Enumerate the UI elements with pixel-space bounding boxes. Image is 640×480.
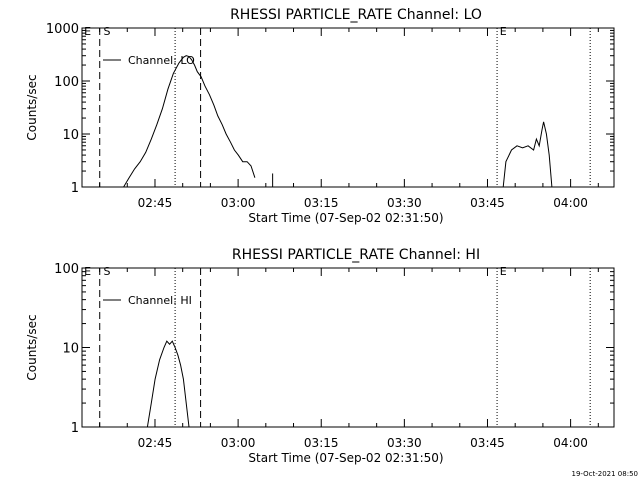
chart-title: RHESSI PARTICLE_RATE Channel: HI	[232, 247, 480, 263]
x-tick-label: 02:45	[138, 196, 173, 210]
marker-annotation: E	[84, 25, 91, 38]
x-axis-label: Start Time (07-Sep-02 02:31:50)	[248, 211, 443, 225]
footer-timestamp: 19-Oct-2021 08:50	[572, 470, 638, 478]
x-tick-label: 02:45	[138, 436, 173, 450]
y-tick-label: 1	[71, 181, 79, 196]
series-line	[502, 121, 553, 188]
x-tick-label: 04:00	[553, 196, 588, 210]
legend-label: Channel: HI	[128, 294, 192, 307]
hi-channel-plot: RHESSI PARTICLE_RATE Channel: HI 02:45 03:…	[25, 247, 615, 465]
x-tick-label: 03:30	[387, 196, 422, 210]
plot-frame	[81, 267, 615, 428]
x-tick-label: 03:15	[304, 436, 339, 450]
series-line	[123, 55, 256, 188]
x-tick-label: 03:45	[470, 436, 505, 450]
marker-annotation: E	[84, 265, 91, 278]
x-tick-label: 04:00	[553, 436, 588, 450]
y-tick-label: 10	[62, 128, 79, 143]
x-tick-label: 03:30	[387, 436, 422, 450]
y-tick-label: 1	[71, 421, 79, 436]
marker-annotation: E	[500, 25, 507, 38]
lo-channel-plot: RHESSI PARTICLE_RATE Channel: LO 02:45 03:…	[25, 7, 615, 225]
x-tick-label: 03:45	[470, 196, 505, 210]
x-tick-label: 03:00	[221, 196, 256, 210]
y-tick-label: 100	[54, 75, 79, 90]
x-tick-label: 03:00	[221, 436, 256, 450]
marker-annotation: S	[104, 25, 111, 38]
x-tick-label: 03:15	[304, 196, 339, 210]
y-tick-label: 10	[62, 342, 79, 357]
plot-frame	[81, 27, 615, 188]
y-axis-label: Counts/sec	[25, 74, 39, 140]
chart-title: RHESSI PARTICLE_RATE Channel: LO	[230, 7, 482, 23]
series-line	[146, 340, 190, 428]
y-tick-label: 1000	[46, 22, 79, 37]
y-tick-label: 100	[54, 262, 79, 277]
marker-annotation: E	[500, 265, 507, 278]
y-axis-label: Counts/sec	[25, 314, 39, 380]
marker-annotation: S	[104, 265, 111, 278]
x-axis-label: Start Time (07-Sep-02 02:31:50)	[248, 451, 443, 465]
